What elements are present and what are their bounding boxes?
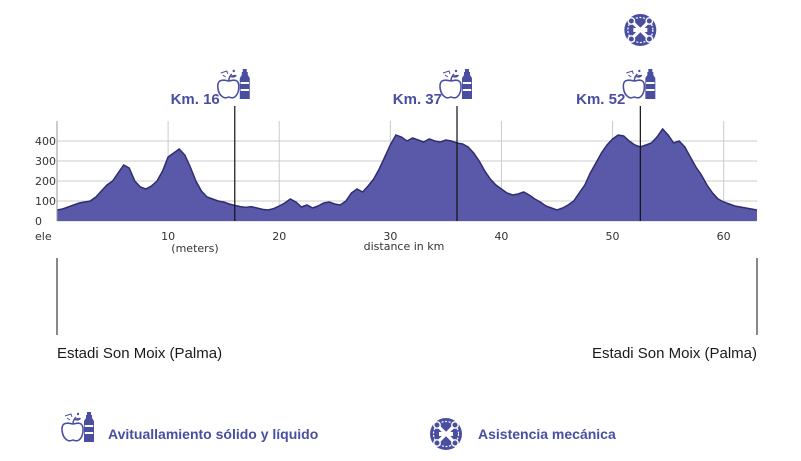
y-tick-label: 400 [35, 135, 56, 148]
supply-stations: Km. 16 Km. 37 Km. 52 [171, 12, 658, 221]
wrench-gear-icon [428, 416, 464, 452]
station-km-label: Km. 16 [171, 91, 220, 108]
x-tick-label: 20 [272, 230, 286, 243]
station-km-label: Km. 52 [576, 91, 625, 108]
y-tick-label: 200 [35, 175, 56, 188]
elevation-profile-area [57, 129, 757, 221]
x-tick-label: 40 [494, 230, 508, 243]
apple-bottle-icon [439, 68, 473, 100]
station-km-label: Km. 37 [393, 91, 442, 108]
legend-supply-label: Avituallamiento sólido y líquido [108, 426, 319, 442]
x-tick-label: 30 [383, 230, 397, 243]
x-tick-label: 10 [161, 230, 175, 243]
legend-mechanical-label: Asistencia mecánica [478, 426, 616, 442]
y-axis-label: ele [35, 230, 52, 243]
x-tick-label: 60 [717, 230, 731, 243]
x-axis-label: distance in km [364, 240, 445, 253]
y-tick-label: 300 [35, 155, 56, 168]
apple-bottle-icon [61, 411, 95, 443]
apple-bottle-icon [217, 68, 251, 100]
x-unit-label: (meters) [171, 242, 218, 255]
legend-mechanical: Asistencia mecánica [468, 416, 616, 452]
wrench-gear-icon [622, 12, 658, 48]
y-tick-label: 0 [35, 215, 42, 228]
y-tick-label: 100 [35, 195, 56, 208]
legend-supply: Avituallamiento sólido y líquido [98, 416, 318, 452]
x-tick-label: 50 [606, 230, 620, 243]
chart-axes: 0 100 200 300 400 10 20 30 40 50 60 ele distance in … [35, 121, 731, 255]
start-location-label: Estadi Son Moix (Palma) [57, 345, 223, 362]
end-location-label: Estadi Son Moix (Palma) [591, 345, 757, 362]
apple-bottle-icon [622, 68, 657, 100]
